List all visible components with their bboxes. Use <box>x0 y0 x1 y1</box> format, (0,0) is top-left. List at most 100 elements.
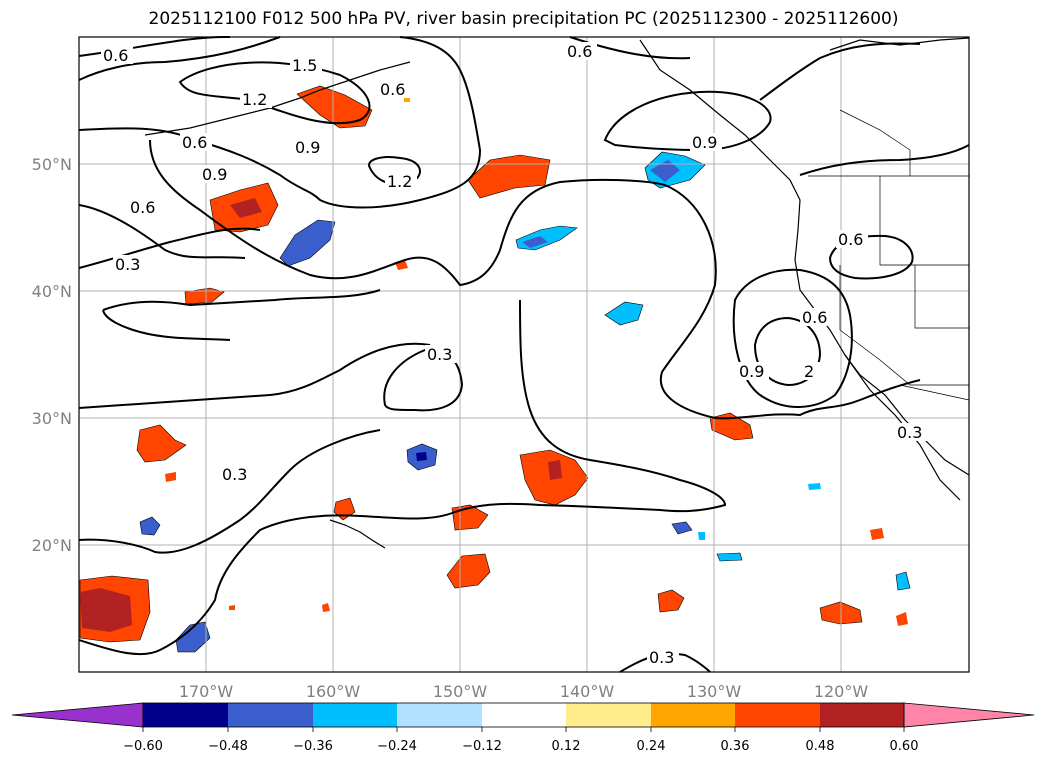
colorbar-frame <box>142 702 905 728</box>
colorbar-max-extend <box>903 702 1035 728</box>
colorbar-tick-label: −0.48 <box>208 739 248 754</box>
pv-contour <box>759 42 921 101</box>
colorbar-tick-label: 0.36 <box>721 739 750 754</box>
colorbar-segment <box>735 703 820 727</box>
colorbar-segment <box>143 703 228 727</box>
contour-label: 0.6 <box>802 308 827 327</box>
lat-label-30n: 30°N <box>32 409 72 428</box>
colorbar-min-extend <box>11 702 144 728</box>
lon-label-160w: 160°W <box>306 682 361 701</box>
contour-label: 0.9 <box>202 165 227 184</box>
north-america-coast <box>639 39 970 476</box>
pv-contour <box>78 299 727 656</box>
contour-label: 0.3 <box>115 255 140 274</box>
pv-contour <box>383 348 464 412</box>
precip-patch <box>416 452 427 461</box>
precipitation-patches <box>79 85 911 653</box>
latitude-labels: 20°N 30°N 40°N 50°N <box>32 155 72 555</box>
pv-contour <box>78 429 381 554</box>
precip-patch <box>451 504 489 531</box>
contour-label: 0.6 <box>182 133 207 152</box>
contour-label: 2 <box>804 362 814 381</box>
precip-patch <box>165 472 176 482</box>
hawaii-islands <box>329 519 386 549</box>
colorbar-segment <box>397 703 482 727</box>
lon-label-130w: 130°W <box>687 682 742 701</box>
borders <box>808 109 970 401</box>
precip-patch <box>296 85 373 129</box>
precip-patch <box>467 154 551 199</box>
colorbar-tick-label: 0.12 <box>552 739 581 754</box>
contour-label: 0.3 <box>222 465 247 484</box>
contour-label: 0.6 <box>130 198 155 217</box>
precip-patch <box>80 588 132 632</box>
pv-contour <box>178 61 371 125</box>
colorbar-segment <box>228 703 313 727</box>
pv-contour <box>619 652 711 673</box>
precip-patch <box>895 571 911 591</box>
precip-patch <box>650 160 680 182</box>
precip-patch <box>175 621 211 653</box>
precip-patch <box>896 612 908 626</box>
pv-contour <box>78 204 246 259</box>
map-frame <box>78 36 970 673</box>
us-state-lines <box>839 176 970 401</box>
contour-label: 0.3 <box>897 423 922 442</box>
contour-label: 1.2 <box>242 90 267 109</box>
pv-contour <box>149 139 921 420</box>
pv-contour <box>78 342 431 409</box>
pv-contour <box>102 289 381 311</box>
longitude-labels: 170°W 160°W 150°W 140°W 130°W 120°W <box>179 682 869 701</box>
contour-label: 0.9 <box>739 362 764 381</box>
precip-patch <box>136 424 187 463</box>
colorbar-tick-label: 0.48 <box>806 739 835 754</box>
contour-label: 0.9 <box>692 133 717 152</box>
map-grid <box>79 37 969 672</box>
precip-patch <box>657 589 685 613</box>
pv-contour <box>569 36 691 60</box>
lat-label-20n: 20°N <box>32 536 72 555</box>
colorbar-tick-label: −0.12 <box>462 739 502 754</box>
pv-contours <box>78 35 970 673</box>
canada-province-lines <box>839 109 911 176</box>
lon-label-140w: 140°W <box>560 682 615 701</box>
precip-patch <box>446 553 491 589</box>
pv-contour <box>799 144 970 176</box>
lon-label-120w: 120°W <box>814 682 869 701</box>
precip-patch <box>333 497 356 521</box>
lat-label-50n: 50°N <box>32 155 72 174</box>
colorbar: −0.60 −0.48 −0.36 −0.24 −0.12 0.12 0.24 … <box>11 702 1035 754</box>
colorbar-tick-label: −0.24 <box>377 739 417 754</box>
contour-label: 0.6 <box>103 46 128 65</box>
precip-patch <box>230 198 262 218</box>
pv-contour <box>102 309 231 341</box>
precip-patch <box>870 528 884 540</box>
precip-patch <box>671 521 693 535</box>
precip-patch <box>548 460 562 480</box>
pv-contour <box>603 90 772 152</box>
contour-label: 0.9 <box>295 138 320 157</box>
contour-label: 1.5 <box>292 56 317 75</box>
colorbar-segment <box>566 703 651 727</box>
pv-contour <box>753 316 822 387</box>
precip-patch <box>808 483 821 490</box>
precip-patch <box>522 236 548 248</box>
pv-contour <box>78 36 281 81</box>
map-title: 2025112100 F012 500 hPa PV, river basin … <box>148 9 899 29</box>
colorbar-tick-label: −0.60 <box>123 739 163 754</box>
pv-contour <box>78 227 261 269</box>
precip-patch <box>716 552 743 562</box>
precip-patch <box>515 225 578 251</box>
contour-label: 0.6 <box>380 80 405 99</box>
precip-patch <box>139 516 161 536</box>
colorbar-segment <box>482 703 566 727</box>
contour-label: 1.2 <box>387 172 412 191</box>
contour-labels: 0.6 1.5 1.2 0.6 0.9 0.6 0.9 0.6 0.3 1.2 … <box>101 42 927 667</box>
contour-label: 0.6 <box>838 230 863 249</box>
precip-patch <box>604 301 644 326</box>
aleutian-islands <box>144 61 411 136</box>
colorbar-segment <box>313 703 397 727</box>
colorbar-segment <box>651 703 735 727</box>
alaska-coast <box>829 37 970 51</box>
pv-contour <box>732 268 853 408</box>
